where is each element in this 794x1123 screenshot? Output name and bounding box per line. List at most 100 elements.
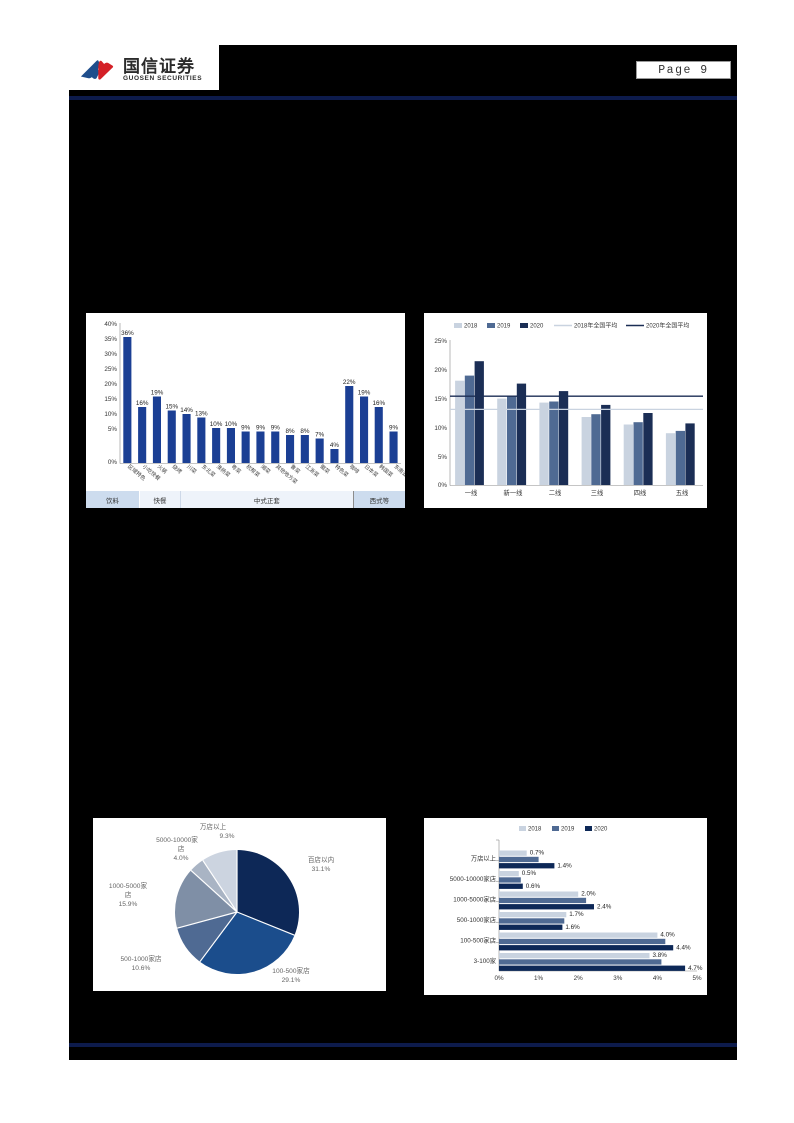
svg-text:25%: 25%	[434, 338, 447, 345]
svg-text:2018: 2018	[464, 324, 478, 330]
svg-text:15%: 15%	[434, 396, 447, 403]
svg-text:16%: 16%	[372, 400, 385, 407]
svg-text:四线: 四线	[634, 488, 647, 497]
svg-text:0.7%: 0.7%	[530, 850, 545, 857]
svg-text:100-500家店: 100-500家店	[272, 966, 310, 975]
svg-text:10%: 10%	[225, 421, 238, 428]
svg-text:韩国菜: 韩国菜	[378, 462, 396, 479]
svg-text:20%: 20%	[104, 381, 117, 388]
svg-text:粤菜: 粤菜	[230, 462, 244, 475]
svg-text:烧烤: 烧烤	[171, 462, 185, 475]
svg-text:1%: 1%	[534, 975, 544, 982]
svg-text:10.6%: 10.6%	[132, 965, 151, 972]
svg-text:2.0%: 2.0%	[581, 891, 596, 898]
svg-text:9%: 9%	[271, 425, 281, 432]
svg-text:万店以上: 万店以上	[471, 854, 496, 863]
svg-text:30%: 30%	[104, 351, 117, 358]
svg-text:15.9%: 15.9%	[119, 901, 138, 908]
svg-text:15%: 15%	[165, 404, 178, 411]
svg-text:百店以内: 百店以内	[308, 855, 334, 864]
svg-text:13%: 13%	[195, 411, 208, 418]
svg-text:淮扬菜: 淮扬菜	[215, 462, 233, 479]
svg-text:二线: 二线	[549, 488, 562, 497]
svg-text:35%: 35%	[104, 336, 117, 343]
svg-text:0.5%: 0.5%	[522, 870, 537, 877]
svg-text:19%: 19%	[358, 390, 371, 397]
svg-text:0%: 0%	[494, 975, 504, 982]
svg-text:2018: 2018	[528, 827, 542, 833]
svg-text:五线: 五线	[676, 488, 689, 497]
svg-text:100-500家店: 100-500家店	[460, 936, 496, 945]
svg-text:5000-10000家: 5000-10000家	[156, 835, 198, 844]
svg-text:9.3%: 9.3%	[219, 833, 234, 840]
svg-text:3%: 3%	[613, 975, 623, 982]
svg-text:20%: 20%	[434, 367, 447, 374]
svg-text:36%: 36%	[121, 330, 134, 337]
svg-text:万店以上: 万店以上	[200, 822, 227, 831]
svg-text:0%: 0%	[438, 482, 448, 489]
svg-text:2018年全国平均: 2018年全国平均	[574, 322, 617, 330]
svg-text:1000-5000家: 1000-5000家	[109, 881, 148, 890]
svg-text:3-100家: 3-100家	[474, 956, 497, 965]
svg-text:2019: 2019	[497, 324, 511, 330]
svg-text:一线: 一线	[465, 488, 478, 497]
svg-text:4.7%: 4.7%	[688, 965, 703, 972]
svg-text:湘菜: 湘菜	[259, 462, 273, 475]
svg-text:2020年全国平均: 2020年全国平均	[646, 322, 689, 330]
svg-text:1.4%: 1.4%	[557, 862, 572, 869]
svg-text:8%: 8%	[286, 428, 296, 435]
svg-text:10%: 10%	[434, 425, 447, 432]
svg-text:5000-10000家店: 5000-10000家店	[450, 874, 496, 883]
svg-text:31.1%: 31.1%	[312, 866, 331, 873]
svg-text:徽菜: 徽菜	[318, 462, 332, 475]
svg-text:江浙菜: 江浙菜	[304, 462, 322, 479]
svg-text:9%: 9%	[389, 425, 399, 432]
svg-text:2019: 2019	[561, 827, 575, 833]
svg-text:29.1%: 29.1%	[282, 977, 301, 984]
svg-text:新一线: 新一线	[504, 488, 524, 497]
svg-text:日本菜: 日本菜	[363, 462, 381, 479]
svg-text:咖啡: 咖啡	[348, 462, 362, 475]
svg-text:9%: 9%	[241, 425, 251, 432]
svg-text:2020: 2020	[594, 827, 608, 833]
svg-text:店: 店	[178, 844, 185, 853]
svg-text:16%: 16%	[136, 400, 149, 407]
svg-text:40%: 40%	[104, 321, 117, 328]
svg-text:4%: 4%	[330, 442, 340, 449]
svg-text:4.0%: 4.0%	[660, 932, 675, 939]
svg-text:1000-5000家店: 1000-5000家店	[453, 895, 496, 904]
svg-text:5%: 5%	[108, 426, 118, 433]
svg-text:2020: 2020	[530, 324, 544, 330]
svg-text:东南亚菜: 东南亚菜	[392, 462, 405, 482]
svg-text:500-1000家店: 500-1000家店	[457, 915, 496, 924]
svg-text:500-1000家店: 500-1000家店	[120, 954, 161, 963]
svg-text:5%: 5%	[692, 975, 702, 982]
svg-text:三线: 三线	[591, 488, 604, 497]
svg-text:22%: 22%	[343, 379, 356, 386]
svg-text:2.4%: 2.4%	[597, 903, 612, 910]
svg-text:25%: 25%	[104, 366, 117, 373]
svg-text:0%: 0%	[108, 459, 118, 466]
svg-text:3.8%: 3.8%	[653, 952, 668, 959]
svg-text:杭帮菜: 杭帮菜	[244, 462, 262, 479]
svg-text:2%: 2%	[574, 975, 584, 982]
svg-text:8%: 8%	[300, 428, 310, 435]
svg-text:10%: 10%	[210, 421, 223, 428]
svg-text:10%: 10%	[104, 411, 117, 418]
svg-text:14%: 14%	[180, 407, 193, 414]
svg-text:川菜: 川菜	[185, 462, 199, 475]
svg-text:1.7%: 1.7%	[569, 911, 584, 918]
svg-text:7%: 7%	[315, 432, 325, 439]
svg-text:东北菜: 东北菜	[200, 462, 218, 479]
svg-text:1.6%: 1.6%	[565, 924, 580, 931]
svg-text:0.6%: 0.6%	[526, 883, 541, 890]
svg-text:15%: 15%	[104, 396, 117, 403]
svg-text:特色菜: 特色菜	[333, 462, 351, 479]
svg-text:4.4%: 4.4%	[676, 944, 691, 951]
svg-text:5%: 5%	[438, 454, 448, 461]
svg-text:火锅: 火锅	[156, 462, 169, 475]
svg-text:9%: 9%	[256, 425, 266, 432]
svg-text:店: 店	[125, 890, 132, 899]
svg-text:4%: 4%	[653, 975, 663, 982]
svg-text:19%: 19%	[151, 390, 164, 397]
